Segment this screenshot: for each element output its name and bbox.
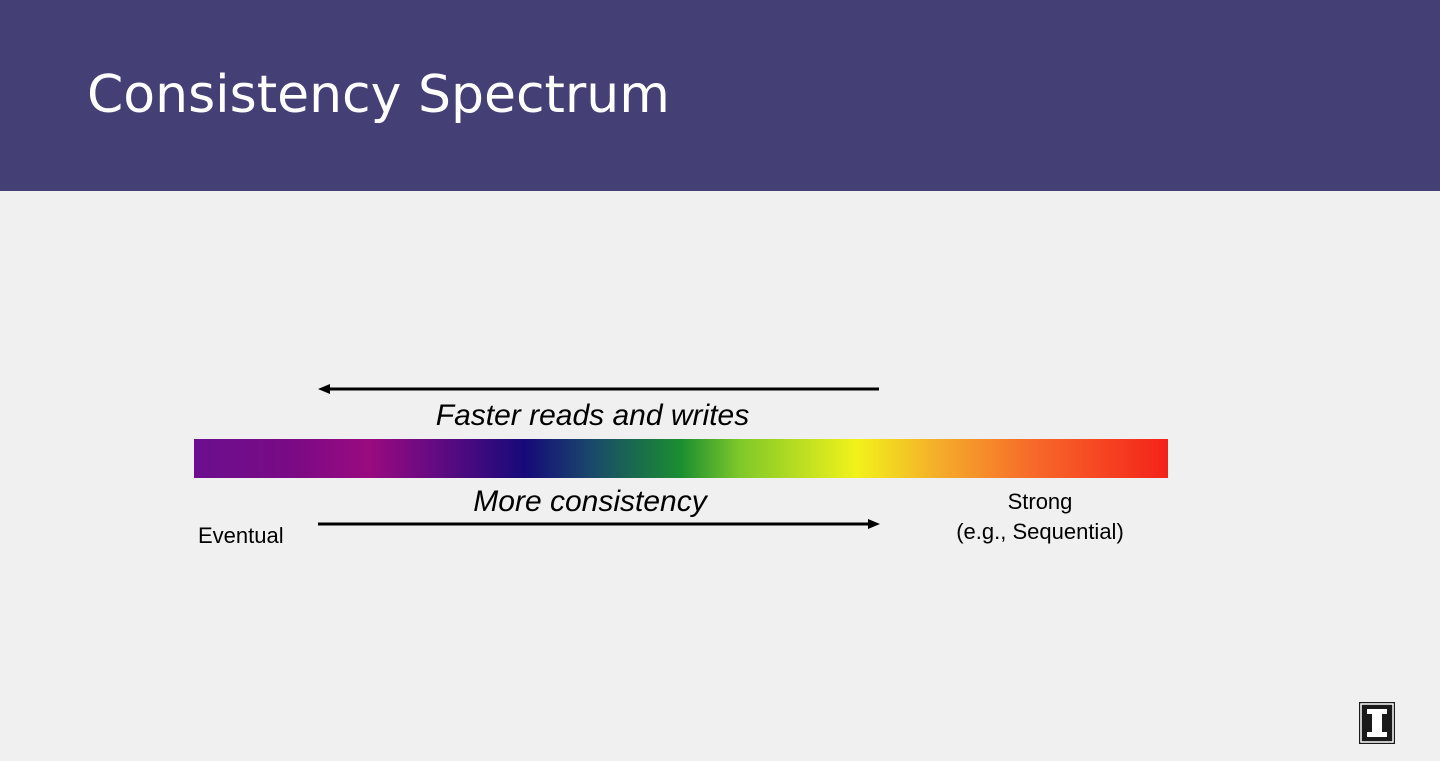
right-arrow-icon: [318, 519, 880, 529]
slide-title: Consistency Spectrum: [87, 65, 670, 125]
strong-label-group: Strong (e.g., Sequential): [930, 487, 1150, 547]
more-consistency-label: More consistency: [473, 485, 707, 518]
consistency-spectrum-bar: [194, 439, 1168, 478]
eventual-label: Eventual: [198, 523, 284, 548]
slide-header: Consistency Spectrum: [0, 0, 1440, 191]
left-arrow-icon: [318, 384, 879, 394]
university-logo-icon: [1359, 702, 1395, 744]
strong-sublabel: (e.g., Sequential): [956, 519, 1124, 544]
faster-reads-writes-label: Faster reads and writes: [435, 399, 750, 432]
strong-label: Strong: [1007, 489, 1073, 514]
